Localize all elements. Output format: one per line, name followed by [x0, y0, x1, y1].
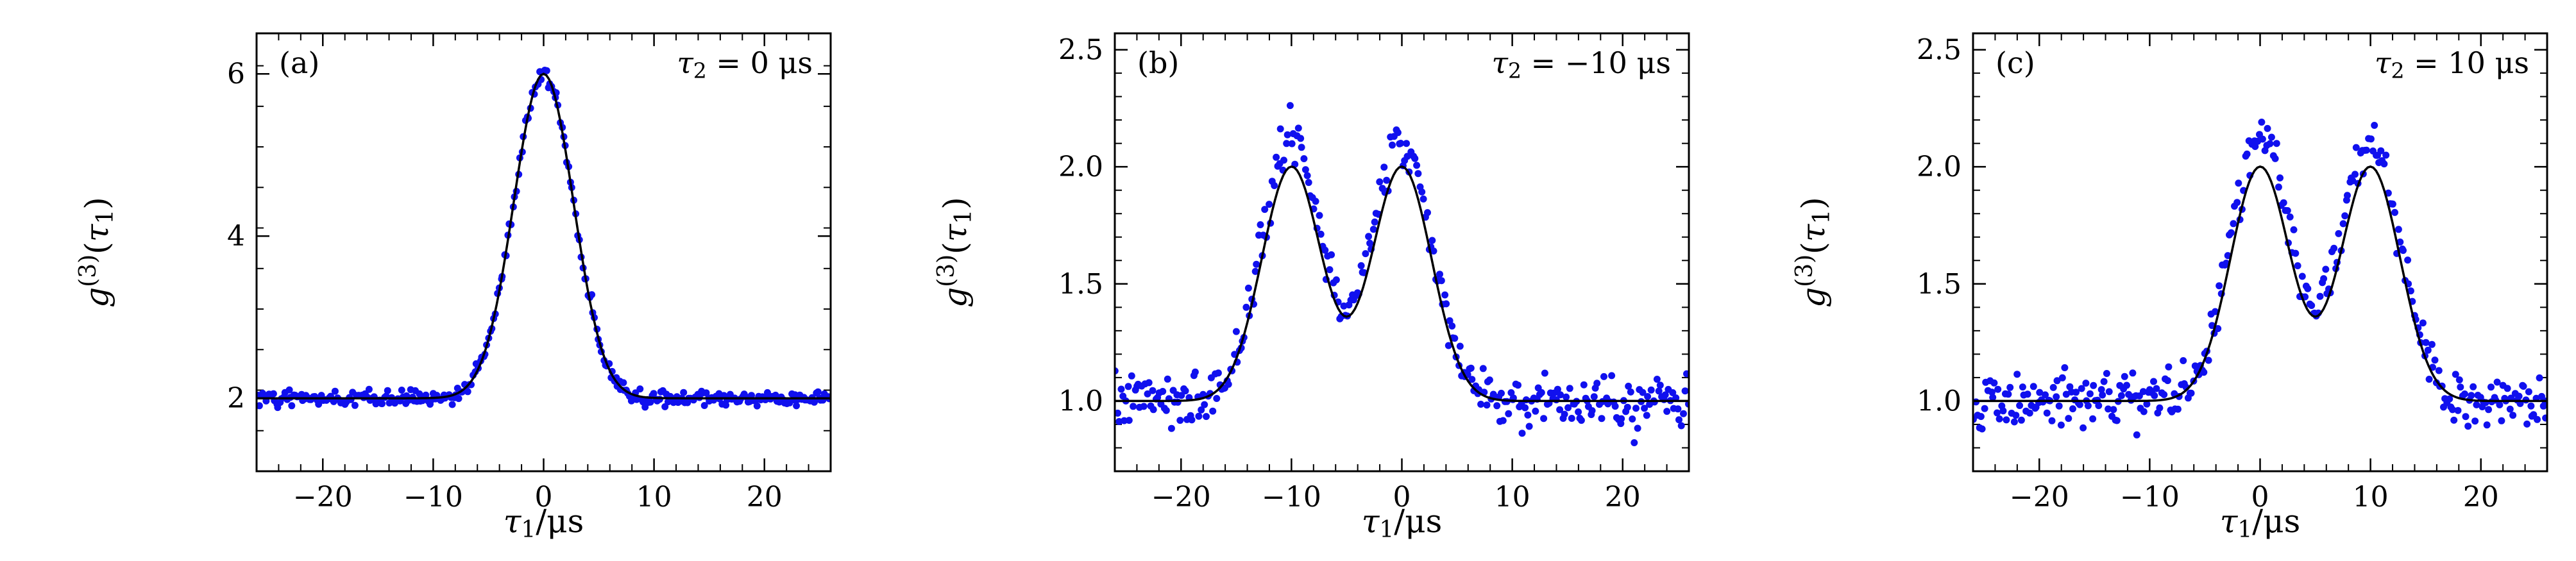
axis-ticks: [1115, 33, 1689, 471]
axis-ticks: [1973, 33, 2547, 471]
tau2-annotation: τ2 = −10 μs: [1492, 46, 1672, 83]
x-tick-label: −20: [1151, 481, 1211, 514]
tau2-annotation: τ2 = 0 μs: [677, 46, 813, 83]
x-tick-label: −20: [2010, 481, 2069, 514]
x-tick-label: 0: [1393, 481, 1411, 514]
plot-frame: [1114, 32, 1690, 473]
y-tick-label: 2.5: [1058, 34, 1103, 67]
x-tick-label: −10: [1262, 481, 1321, 514]
y-tick-label: 2.5: [1917, 34, 1962, 67]
x-tick-label: −20: [293, 481, 353, 514]
x-tick-label: 20: [2463, 481, 2499, 514]
y-tick-labels: 1.0 1.5 2.0 2.5: [1917, 34, 1962, 418]
y-tick-label: 1.5: [1917, 268, 1962, 301]
x-axis-label: τ1/μs: [1362, 503, 1443, 543]
y-tick-label: 1.0: [1917, 385, 1962, 417]
x-tick-label: 20: [747, 481, 783, 514]
y-tick-label: 2: [227, 382, 245, 415]
x-tick-label: 0: [2251, 481, 2269, 514]
y-tick-label: 2.0: [1058, 151, 1103, 183]
y-axis-label: g(3)(τ1): [933, 197, 977, 308]
chart-panel-c: −20 −10 0 10 20 1.0 1.5 2.0 2.5 (c) τ2 = 10 μs τ1/μ…: [1716, 0, 2575, 561]
x-axis-label: τ1/μs: [504, 503, 584, 543]
y-tick-labels: 2 4 6: [227, 58, 245, 415]
panel-label: (b): [1137, 46, 1179, 80]
x-tick-labels: −20 −10 0 10 20: [2010, 481, 2499, 514]
fit-line: [257, 72, 831, 399]
plot-frame: [1972, 32, 2548, 473]
x-tick-label: 0: [535, 481, 553, 514]
y-tick-label: 6: [227, 58, 245, 90]
chart-panel-a: −20 −10 0 10 20 2 4 6 (a) τ2 = 0 μs τ1/μs g(3)(τ1): [0, 0, 858, 561]
y-tick-label: 4: [227, 220, 245, 253]
y-tick-label: 1.5: [1058, 268, 1103, 301]
y-axis-label: g(3)(τ1): [1792, 197, 1835, 308]
scatter-points: [257, 67, 831, 412]
fit-line: [1115, 165, 1689, 403]
x-axis-label: τ1/μs: [2220, 503, 2301, 543]
x-tick-label: −10: [403, 481, 463, 514]
chart-panel-b: −20 −10 0 10 20 1.0 1.5 2.0 2.5 (b) τ2 = −10 μs τ1/…: [858, 0, 1716, 561]
plot-frame: [255, 32, 832, 473]
x-tick-label: 10: [2353, 481, 2389, 514]
x-tick-label: 10: [636, 481, 672, 514]
y-tick-label: 2.0: [1917, 151, 1962, 183]
y-tick-labels: 1.0 1.5 2.0 2.5: [1058, 34, 1103, 418]
x-tick-labels: −20 −10 0 10 20: [293, 481, 783, 514]
tau2-annotation: τ2 = 10 μs: [2375, 46, 2529, 83]
panel-label: (a): [279, 46, 319, 80]
x-tick-label: 20: [1605, 481, 1641, 514]
x-tick-label: −10: [2120, 481, 2180, 514]
x-tick-label: 10: [1495, 481, 1530, 514]
y-axis-label: g(3)(τ1): [75, 197, 119, 308]
fit-line: [1973, 165, 2547, 403]
scatter-points: [1115, 102, 1689, 446]
y-tick-label: 1.0: [1058, 385, 1103, 417]
panel-label: (c): [1996, 46, 2035, 80]
x-tick-labels: −20 −10 0 10 20: [1151, 481, 1641, 514]
